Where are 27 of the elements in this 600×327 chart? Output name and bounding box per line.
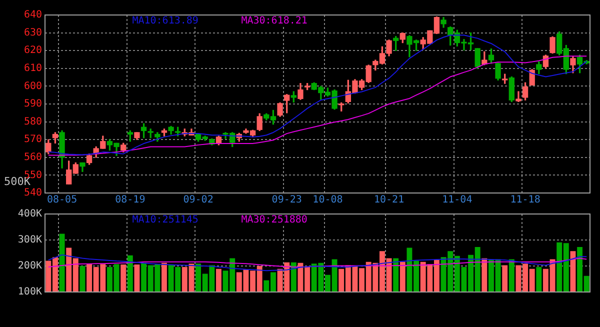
text: MA30:251880 [241,214,308,226]
y-tick-label: 400K [18,208,42,220]
y-tick-label: 600 [24,80,42,92]
x-tick-label: 11-04 [442,194,472,206]
y-tick-label: 200K [18,260,42,272]
y-tick-label: 560 [24,152,42,163]
text: MA10:613.89 [132,16,198,27]
y-tick-label: 620 [24,45,42,56]
x-tick-label: 08-19 [115,194,146,206]
x-tick-label: 10-08 [312,194,343,206]
y-tick-label: 570 [24,134,42,146]
y-tick-label: 640 [24,10,42,21]
text: MA10:251145 [132,214,198,226]
x-tick-label: 08-05 [46,194,78,206]
x-tick-label: 10-21 [374,194,404,206]
x-tick-label: 11-18 [510,194,540,206]
y-tick-label: 590 [24,98,42,110]
text: MA30:618.21 [241,16,308,27]
y-tick-label: 580 [24,116,42,128]
y-tick-label: 610 [24,62,42,74]
text: 500K [4,175,30,188]
y-tick-label: 100K [18,286,42,298]
y-tick-label: 300K [18,234,42,246]
x-tick-label: 09-23 [272,194,302,206]
x-tick-label: 09-02 [183,194,214,206]
y-tick-label: 630 [24,27,42,38]
y-tick-label: 540 [24,188,42,199]
